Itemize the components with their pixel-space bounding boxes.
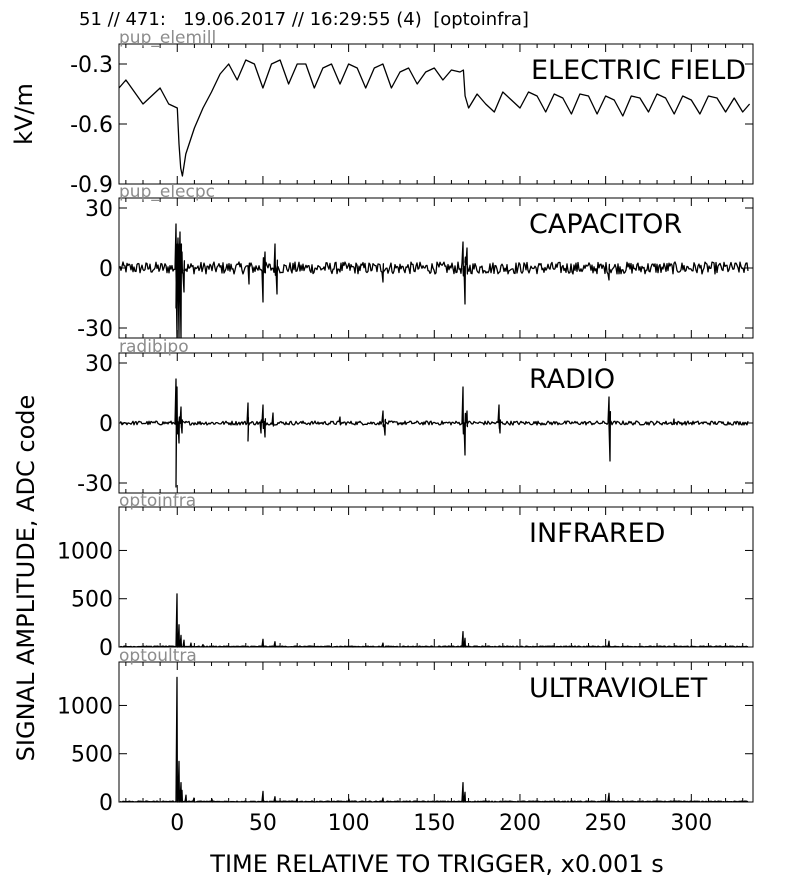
series-radibipo bbox=[119, 378, 749, 488]
series-optoinfra bbox=[119, 593, 749, 648]
x-tick-label: 300 bbox=[670, 811, 712, 836]
y-tick-label: 0 bbox=[99, 636, 113, 661]
channel-label: optoultra bbox=[119, 646, 197, 666]
panel-title: ULTRAVIOLET bbox=[529, 673, 708, 704]
x-tick-label: 50 bbox=[249, 811, 277, 836]
y-tick-label: -0.6 bbox=[70, 113, 113, 138]
y-tick-label: -30 bbox=[77, 317, 113, 342]
x-tick-label: 250 bbox=[585, 811, 627, 836]
y-tick-label: -0.3 bbox=[70, 53, 113, 78]
channel-label: pup_elecpc bbox=[119, 182, 215, 202]
x-tick-label: 150 bbox=[413, 811, 455, 836]
y-axis-label-efield: kV/m bbox=[10, 83, 38, 145]
y-tick-label: 1000 bbox=[57, 694, 113, 719]
channel-label: pup_elemill bbox=[119, 28, 216, 48]
y-tick-label: 30 bbox=[85, 352, 113, 377]
y-tick-label: 0 bbox=[99, 791, 113, 816]
channel-label: optoinfra bbox=[119, 491, 196, 511]
panel-title: ELECTRIC FIELD bbox=[531, 55, 746, 86]
series-optoultra bbox=[119, 676, 749, 803]
x-tick-label: 100 bbox=[328, 811, 370, 836]
panel-title: CAPACITOR bbox=[529, 209, 682, 240]
header-title: 51 // 471: 19.06.2017 // 16:29:55 (4) [o… bbox=[79, 9, 529, 30]
y-tick-label: 1000 bbox=[57, 539, 113, 564]
x-tick-label: 200 bbox=[499, 811, 541, 836]
y-tick-label: 500 bbox=[71, 588, 113, 613]
y-tick-label: 30 bbox=[85, 197, 113, 222]
y-axis-label-shared: SIGNAL AMPLITUDE, ADC code bbox=[12, 395, 40, 762]
panel-frame-0 bbox=[118, 43, 754, 185]
panel-title: RADIO bbox=[529, 364, 615, 395]
y-tick-label: 0 bbox=[99, 412, 113, 437]
y-tick-label: -0.9 bbox=[70, 173, 113, 198]
y-tick-label: 500 bbox=[71, 743, 113, 768]
channel-label: radibipo bbox=[119, 337, 189, 357]
x-axis-label: TIME RELATIVE TO TRIGGER, x0.001 s bbox=[209, 850, 663, 878]
y-tick-label: -30 bbox=[77, 472, 113, 497]
x-tick-label: 0 bbox=[170, 811, 184, 836]
y-tick-label: 0 bbox=[99, 257, 113, 282]
series-pup_elemill bbox=[118, 59, 751, 177]
panel-title: INFRARED bbox=[529, 518, 665, 549]
series-pup_elecpc bbox=[119, 223, 749, 339]
